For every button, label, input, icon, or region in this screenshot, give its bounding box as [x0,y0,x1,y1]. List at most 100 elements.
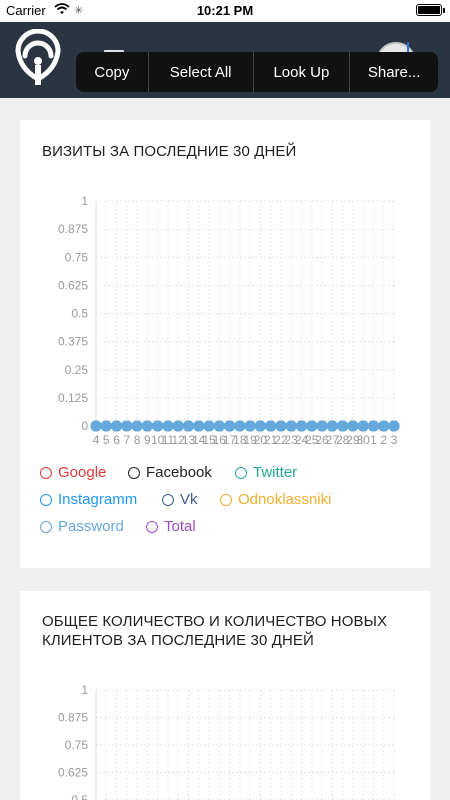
data-point [326,420,338,432]
clients-card-title: ОБЩЕЕ КОЛИЧЕСТВО И КОЛИЧЕСТВО НОВЫХ КЛИЕ… [42,613,388,649]
status-bar: Carrier ✳ 10:21 PM [0,0,450,22]
x-tick-label: 4 [93,433,100,447]
x-tick-label: 17 [223,433,237,447]
x-tick-label: 7 [123,433,130,447]
legend-item-password[interactable]: Password [40,518,124,535]
data-point [152,420,164,432]
x-tick-label: 16 [213,433,227,447]
data-point [244,420,256,432]
legend-circle-icon [162,493,174,506]
data-point [357,420,369,432]
x-tick-label: 12 [172,433,186,447]
x-tick-label: 8 [134,433,141,447]
legend-label: Twitter [253,464,298,481]
activity-spinner-icon: ✳ [74,5,84,17]
x-tick-label: 27 [326,433,340,447]
y-tick-label: 0.625 [58,278,88,292]
data-point [213,420,225,432]
x-tick-label: 5 [103,433,110,447]
x-tick-label: 9 [144,433,151,447]
look-up-menu-item[interactable]: Look Up [273,63,330,81]
data-point [131,420,143,432]
data-point [378,420,390,432]
menu-divider [147,52,149,92]
legend-label: Vk [180,491,198,508]
data-point [316,420,328,432]
text-context-menu: Copy Select All Look Up Share... [76,52,438,92]
y-tick-label: 1 [81,683,88,697]
data-point [234,420,246,432]
legend-label: Total [164,518,196,535]
x-tick-label: 30 [356,433,370,447]
visits-card-title: ВИЗИТЫ ЗА ПОСЛЕДНИЕ 30 ДНЕЙ [42,143,297,160]
legend-label: Google [58,464,107,481]
select-all-menu-item[interactable]: Select All [169,63,232,81]
data-point [306,420,318,432]
clients-card: ОБЩЕЕ КОЛИЧЕСТВО И КОЛИЧЕСТВО НОВЫХ КЛИЕ… [20,591,430,800]
data-point [203,420,215,432]
x-tick-label: 21 [264,433,278,447]
data-point [337,420,349,432]
y-tick-label: 0.5 [71,307,88,321]
x-tick-label: 20 [254,433,268,447]
y-tick-label: 0.625 [58,766,88,780]
legend-label: Odnoklassniki [238,491,332,508]
data-point [347,420,359,432]
x-tick-label: 29 [346,433,360,447]
status-time: 10:21 PM [196,3,254,18]
y-tick-label: 0.25 [65,363,89,377]
visits-card: ВИЗИТЫ ЗА ПОСЛЕДНИЕ 30 ДНЕЙ 1 0.875 0.75 0.… [20,120,430,568]
data-point [141,420,153,432]
data-point [265,420,277,432]
legend-circle-icon [40,493,52,506]
data-point [388,420,400,432]
legend-circle-icon [40,466,52,479]
y-tick-label: 0.5 [71,793,88,800]
y-tick-label: 0.75 [65,250,89,264]
x-tick-label: 18 [233,433,247,447]
y-tick-label: 0.125 [58,391,88,405]
x-tick-label: 26 [315,433,329,447]
y-tick-label: 1 [81,194,88,208]
data-point [367,420,379,432]
data-point [193,420,205,432]
legend-item-instagramm[interactable]: Instagramm [40,491,137,508]
menu-divider [252,52,254,92]
data-point [254,420,266,432]
battery-icon [416,4,445,16]
x-tick-label: 22 [274,433,288,447]
x-tick-label: 1 [370,433,377,447]
carrier-label: Carrier [6,3,46,18]
x-tick-label: 25 [305,433,319,447]
data-point [162,420,174,432]
legend-item-vk[interactable]: Vk [162,491,198,508]
y-tick-label: 0.75 [65,738,89,752]
copy-menu-item[interactable]: Copy [94,63,130,81]
y-tick-label: 0 [81,419,88,433]
x-tick-label: 3 [391,433,398,447]
legend-circle-icon [220,493,232,506]
legend-item-total[interactable]: Total [146,518,196,535]
x-tick-label: 19 [243,433,257,447]
x-tick-label: 28 [336,433,350,447]
data-point [172,420,184,432]
legend-circle-icon [128,466,140,479]
legend-item-twitter[interactable]: Twitter [235,464,297,481]
x-tick-label: 23 [285,433,299,447]
legend-item-google[interactable]: Google [40,464,106,481]
clients-chart: 1 0.875 0.75 0.625 0.5 [58,683,395,800]
legend-circle-icon [235,466,247,479]
x-tick-label: 11 [162,433,175,447]
legend-item-facebook[interactable]: Facebook [128,464,212,481]
legend-item-odnoklassniki[interactable]: Odnoklassniki [220,491,331,508]
data-point [100,420,112,432]
data-point [182,420,194,432]
legend-label: Instagramm [58,491,138,508]
y-tick-label: 0.875 [58,711,88,725]
data-point [111,420,123,432]
x-tick-label: 15 [202,433,216,447]
logo-wifi-icon[interactable] [14,29,62,87]
legend-circle-icon [146,520,158,533]
share-menu-item[interactable]: Share... [367,63,421,81]
